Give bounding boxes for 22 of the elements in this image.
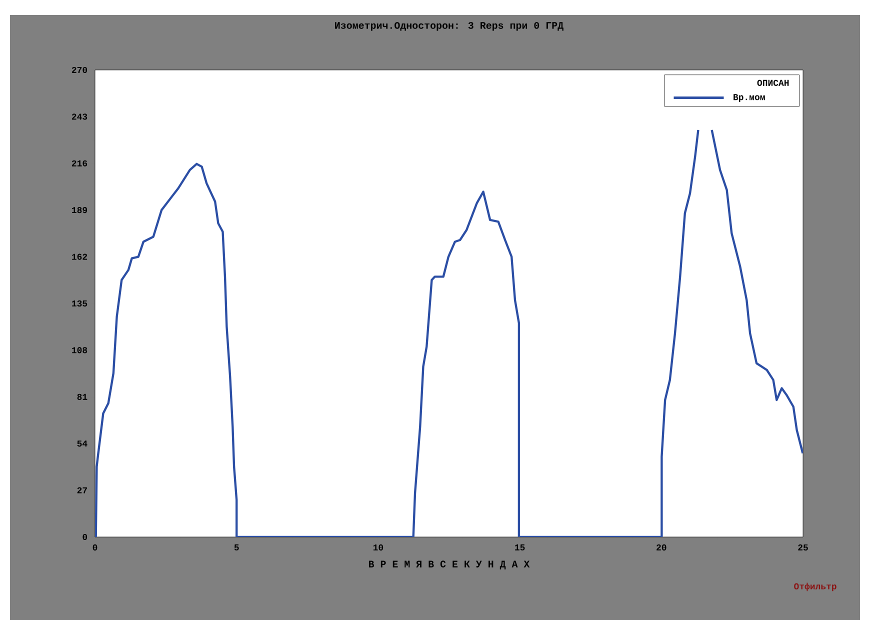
y-tick-label: 135 <box>72 300 88 307</box>
chart-title: Изометрич.Односторон: 3 Reps при 0 ГРД <box>335 22 564 31</box>
y-tick-label: 270 <box>72 66 88 74</box>
y-tick-label: 0 <box>82 534 88 540</box>
x-tick-label: 20 <box>656 544 666 551</box>
y-tick-label: 189 <box>72 207 88 214</box>
y-tick-label: 243 <box>72 114 88 120</box>
y-tick-label: 54 <box>77 440 88 447</box>
y-tick-label: 27 <box>77 487 87 494</box>
x-axis-title: В Р Е М Я В С Е К У Н Д А Х <box>368 560 530 570</box>
text: Отфильтр <box>794 582 836 592</box>
x-tick-label: 15 <box>515 544 525 550</box>
x-tick-label: 0 <box>92 544 98 551</box>
y-tick-label: 108 <box>72 347 88 354</box>
y-tick-label: 162 <box>72 254 88 260</box>
legend-title: ОПИСАН <box>757 80 789 86</box>
text: Вр.мом <box>734 94 765 102</box>
y-tick-label: 81 <box>77 394 88 400</box>
x-tick-label: 25 <box>798 544 808 551</box>
x-tick-label: 10 <box>373 544 384 551</box>
x-tick-label: 5 <box>234 544 239 550</box>
y-tick-label: 216 <box>72 160 88 166</box>
